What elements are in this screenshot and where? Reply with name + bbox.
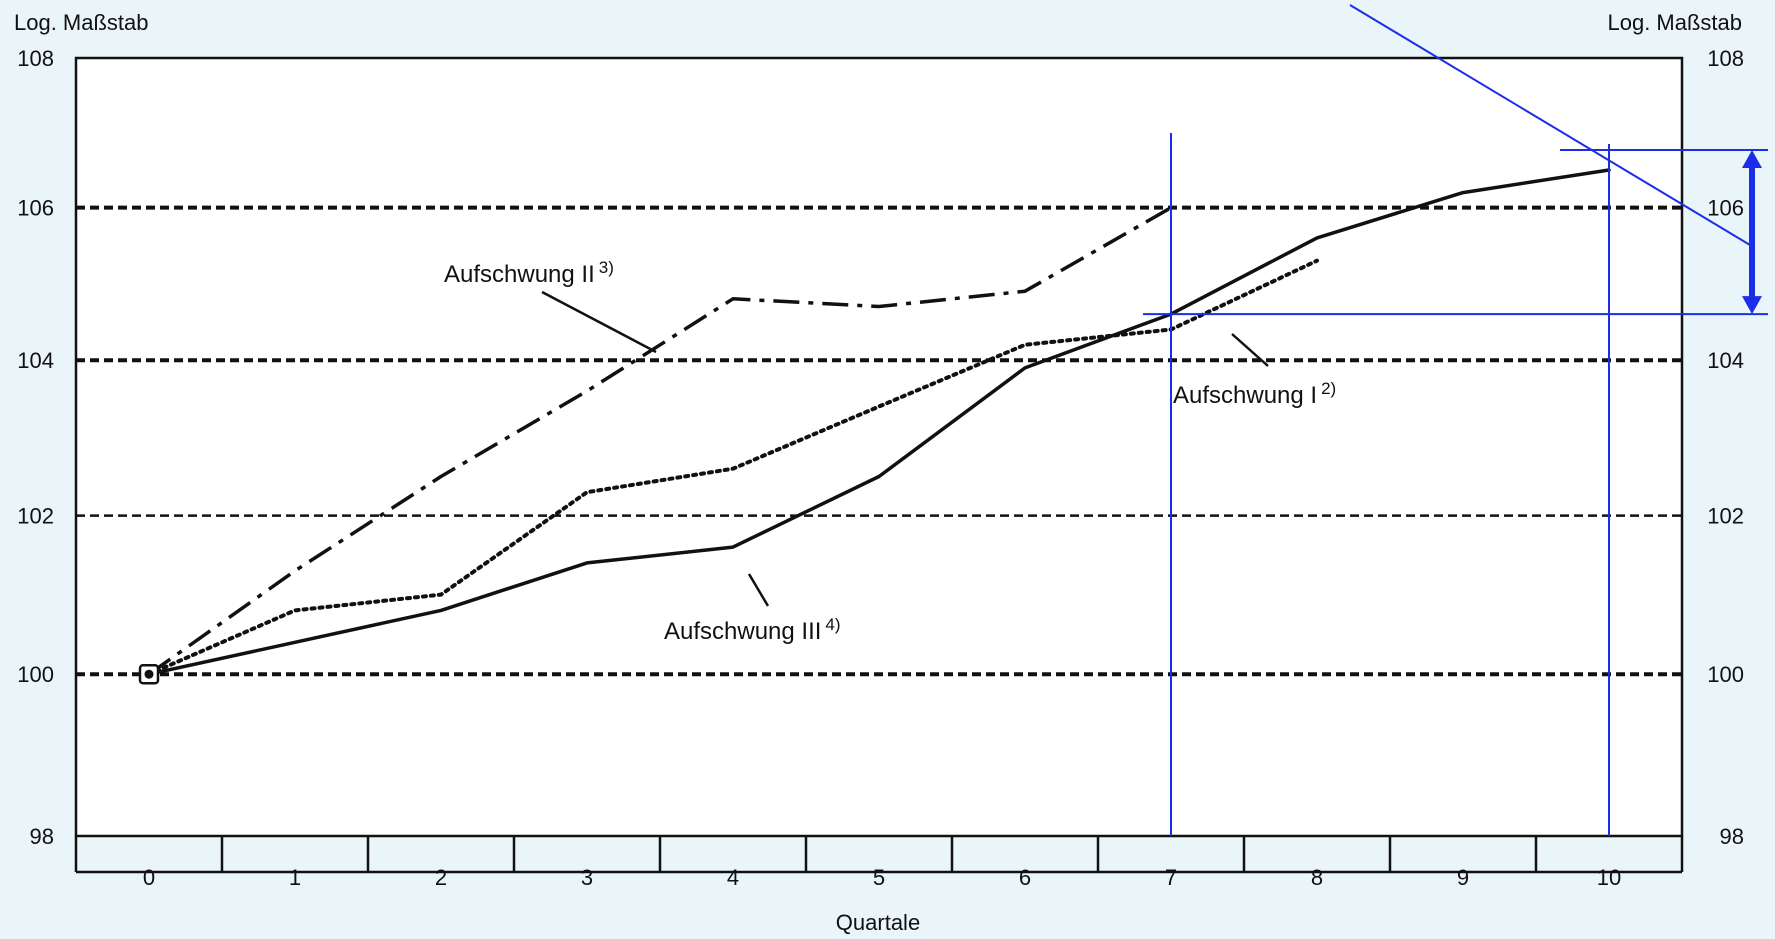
leader-line-aufschwung-ii: [541, 290, 657, 354]
y-tick-label-right-104: 104: [1707, 348, 1744, 373]
annotation-arrow-head-down: [1742, 296, 1762, 315]
series-line-aufschwung-ii: [147, 206, 1172, 676]
x-tick-label-10: 10: [1597, 865, 1621, 890]
series-line-aufschwung-iii: [147, 168, 1611, 676]
y-axis-label-left: Log. Maßstab: [14, 10, 149, 35]
x-tick-label-5: 5: [873, 865, 885, 890]
series-label-aufschwung-ii-footnote: 3): [599, 258, 614, 277]
y-tick-label-right-102: 102: [1707, 504, 1744, 529]
y-tick-label-left-98: 98: [30, 824, 54, 849]
origin-marker-dot: [144, 669, 154, 679]
series-label-aufschwung-i-footnote: 2): [1321, 379, 1336, 398]
y-tick-label-right-108: 108: [1707, 46, 1744, 71]
x-tick-label-8: 8: [1311, 865, 1323, 890]
y-tick-label-left-106: 106: [17, 196, 54, 221]
x-tick-label-2: 2: [435, 865, 447, 890]
x-tick-label-7: 7: [1165, 865, 1177, 890]
series-label-aufschwung-ii: Aufschwung II 3): [444, 258, 614, 288]
series-label-aufschwung-i: Aufschwung I 2): [1173, 379, 1336, 409]
leader-line-aufschwung-i: [1231, 333, 1269, 367]
x-tick-label-9: 9: [1457, 865, 1469, 890]
y-tick-label-right-106: 106: [1707, 196, 1744, 221]
x-tick-label-6: 6: [1019, 865, 1031, 890]
y-tick-label-right-98: 98: [1720, 824, 1744, 849]
series-line-aufschwung-i: [147, 258, 1319, 677]
annotation-diagonal-line: [1349, 4, 1751, 246]
x-axis-label: Quartale: [836, 910, 920, 935]
series-label-aufschwung-iii: Aufschwung III 4): [664, 615, 841, 645]
series-label-aufschwung-i-name: Aufschwung I: [1173, 382, 1317, 409]
y-tick-label-left-108: 108: [17, 46, 54, 71]
x-tick-label-4: 4: [727, 865, 739, 890]
series-label-aufschwung-iii-name: Aufschwung III: [664, 618, 821, 645]
series-label-aufschwung-ii-name: Aufschwung II: [444, 261, 595, 288]
x-tick-label-3: 3: [581, 865, 593, 890]
annotation-arrow-head-up: [1742, 149, 1762, 168]
series-label-aufschwung-iii-footnote: 4): [825, 615, 840, 634]
annotation-layer: [1143, 4, 1768, 836]
y-tick-label-left-104: 104: [17, 348, 54, 373]
y-axis-label-right: Log. Maßstab: [1607, 10, 1742, 35]
plot-area: [74, 56, 1684, 838]
y-tick-label-right-100: 100: [1707, 662, 1744, 687]
leader-line-aufschwung-iii: [747, 573, 770, 607]
plot-frame: [74, 56, 1684, 838]
x-tick-label-1: 1: [289, 865, 301, 890]
y-tick-label-left-100: 100: [17, 662, 54, 687]
x-tick-label-0: 0: [143, 865, 155, 890]
y-tick-label-left-102: 102: [17, 504, 54, 529]
series-layer: [138, 168, 1611, 685]
